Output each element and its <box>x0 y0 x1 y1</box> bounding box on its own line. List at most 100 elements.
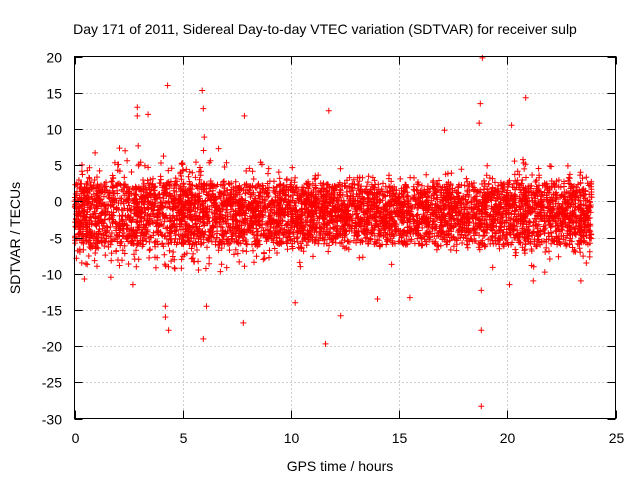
data-point <box>504 240 511 246</box>
data-point <box>511 195 518 202</box>
data-point <box>295 220 302 227</box>
data-point <box>227 227 234 234</box>
data-point <box>343 228 350 235</box>
data-point <box>219 232 226 239</box>
data-point <box>530 263 537 270</box>
data-point <box>121 174 128 181</box>
data-point <box>177 198 184 205</box>
data-point <box>75 210 82 217</box>
data-point <box>552 218 559 225</box>
data-point <box>119 257 125 264</box>
data-point <box>385 175 392 182</box>
data-point <box>414 187 421 194</box>
data-point <box>178 186 184 193</box>
data-point <box>534 201 541 208</box>
data-point <box>198 240 205 247</box>
data-point <box>541 207 547 214</box>
data-point <box>550 198 557 205</box>
data-point <box>543 196 550 203</box>
data-point <box>387 235 394 242</box>
data-point <box>90 191 97 198</box>
data-point <box>386 183 392 190</box>
data-point <box>92 204 99 211</box>
data-point <box>108 230 115 236</box>
data-point <box>77 223 83 230</box>
data-point <box>120 198 127 205</box>
data-point <box>300 184 307 191</box>
data-point <box>456 225 463 232</box>
data-point <box>375 223 382 230</box>
data-point <box>151 239 158 246</box>
data-point <box>320 221 327 228</box>
data-point <box>114 167 121 174</box>
data-point <box>260 231 267 238</box>
data-point <box>466 218 473 225</box>
data-point <box>534 213 541 220</box>
data-point <box>353 205 360 212</box>
data-point <box>152 238 159 245</box>
data-point <box>172 175 179 182</box>
data-point <box>171 256 178 263</box>
data-point <box>245 205 252 212</box>
data-point <box>291 179 298 186</box>
data-point <box>527 219 534 226</box>
data-point <box>271 245 278 252</box>
data-point <box>344 177 350 184</box>
data-point <box>157 180 164 187</box>
data-point <box>582 202 589 209</box>
data-point <box>386 223 392 230</box>
data-point <box>470 196 477 202</box>
data-point <box>495 207 502 213</box>
data-point <box>125 190 132 197</box>
data-point <box>204 211 210 217</box>
data-point <box>389 241 396 247</box>
data-point <box>492 234 499 241</box>
data-point <box>461 182 468 189</box>
data-point <box>443 241 450 248</box>
data-point <box>237 185 244 192</box>
data-point <box>196 168 203 175</box>
data-point <box>125 261 132 267</box>
data-point <box>317 188 324 195</box>
data-point <box>398 185 405 192</box>
data-point <box>114 183 121 189</box>
data-point <box>83 221 90 228</box>
data-point <box>255 202 262 209</box>
data-point <box>461 206 468 213</box>
data-point <box>341 234 348 241</box>
data-point <box>124 235 131 242</box>
data-point <box>124 222 131 229</box>
data-point <box>422 238 429 245</box>
data-point <box>288 181 295 188</box>
data-point <box>470 205 477 211</box>
data-point <box>201 186 208 193</box>
data-point <box>200 186 207 193</box>
data-point <box>240 228 247 235</box>
data-point <box>215 145 222 152</box>
data-point <box>358 202 365 209</box>
data-point <box>164 224 171 231</box>
data-point <box>179 161 186 168</box>
data-point <box>396 238 403 245</box>
data-point <box>82 260 89 267</box>
data-point <box>565 174 572 181</box>
data-point <box>526 188 532 194</box>
data-point <box>221 188 228 195</box>
data-point <box>102 238 109 245</box>
data-point <box>244 217 251 224</box>
data-point <box>160 153 167 160</box>
data-point <box>386 217 393 224</box>
data-point <box>168 223 175 230</box>
data-point <box>116 145 123 152</box>
data-point <box>577 192 584 199</box>
data-point <box>196 213 203 220</box>
data-point <box>533 223 540 229</box>
data-point <box>374 196 381 203</box>
data-point <box>260 185 267 192</box>
data-point <box>486 175 493 181</box>
data-point <box>206 254 213 261</box>
data-point <box>521 234 528 241</box>
data-point <box>528 246 535 253</box>
data-point <box>528 191 535 198</box>
data-point <box>94 263 100 270</box>
